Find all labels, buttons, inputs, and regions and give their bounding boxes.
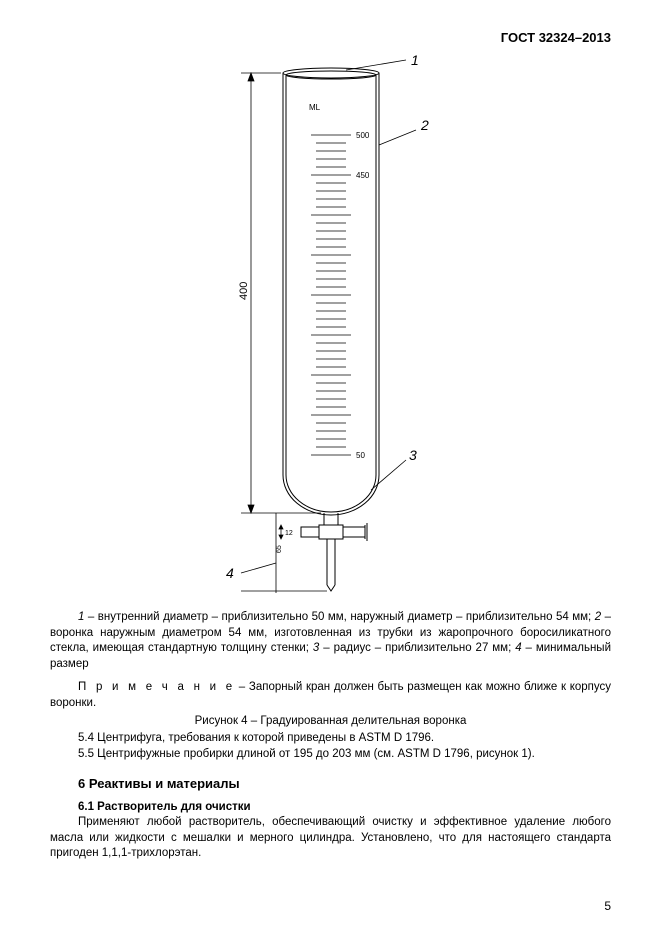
- ml-label: ML: [309, 103, 321, 112]
- para-6-1: Применяют любой растворитель, обеспечива…: [50, 815, 611, 862]
- sub-6-1-title: 6.1 Растворитель для очистки: [50, 801, 611, 813]
- dim-65: 65: [276, 545, 283, 553]
- line-5-5: 5.5 Центрифужные пробирки длиной от 195 …: [50, 747, 611, 763]
- callout-1: 1: [411, 55, 419, 68]
- legend-text: 1 – внутренний диаметр – приблизительно …: [50, 610, 611, 672]
- section-6-title: 6 Реактивы и материалы: [50, 776, 611, 791]
- page-number: 5: [604, 899, 611, 913]
- funnel-diagram: ML 500 450 50 400 1 2 3 4 12 65: [181, 55, 481, 595]
- dim-12: 12: [285, 530, 293, 537]
- figure-caption: Рисунок 4 – Градуированная делительная в…: [50, 715, 611, 727]
- grad-450: 450: [356, 171, 370, 180]
- callout-3: 3: [409, 447, 417, 463]
- height-400: 400: [238, 282, 250, 300]
- line-5-4: 5.4 Центрифуга, требования к которой при…: [50, 731, 611, 747]
- callout-4: 4: [226, 565, 234, 581]
- callout-2: 2: [420, 117, 429, 133]
- grad-50: 50: [356, 451, 365, 460]
- standard-header: ГОСТ 32324–2013: [50, 30, 611, 45]
- grad-500: 500: [356, 131, 370, 140]
- note-text: П р и м е ч а н и е – Запорный кран долж…: [50, 680, 611, 711]
